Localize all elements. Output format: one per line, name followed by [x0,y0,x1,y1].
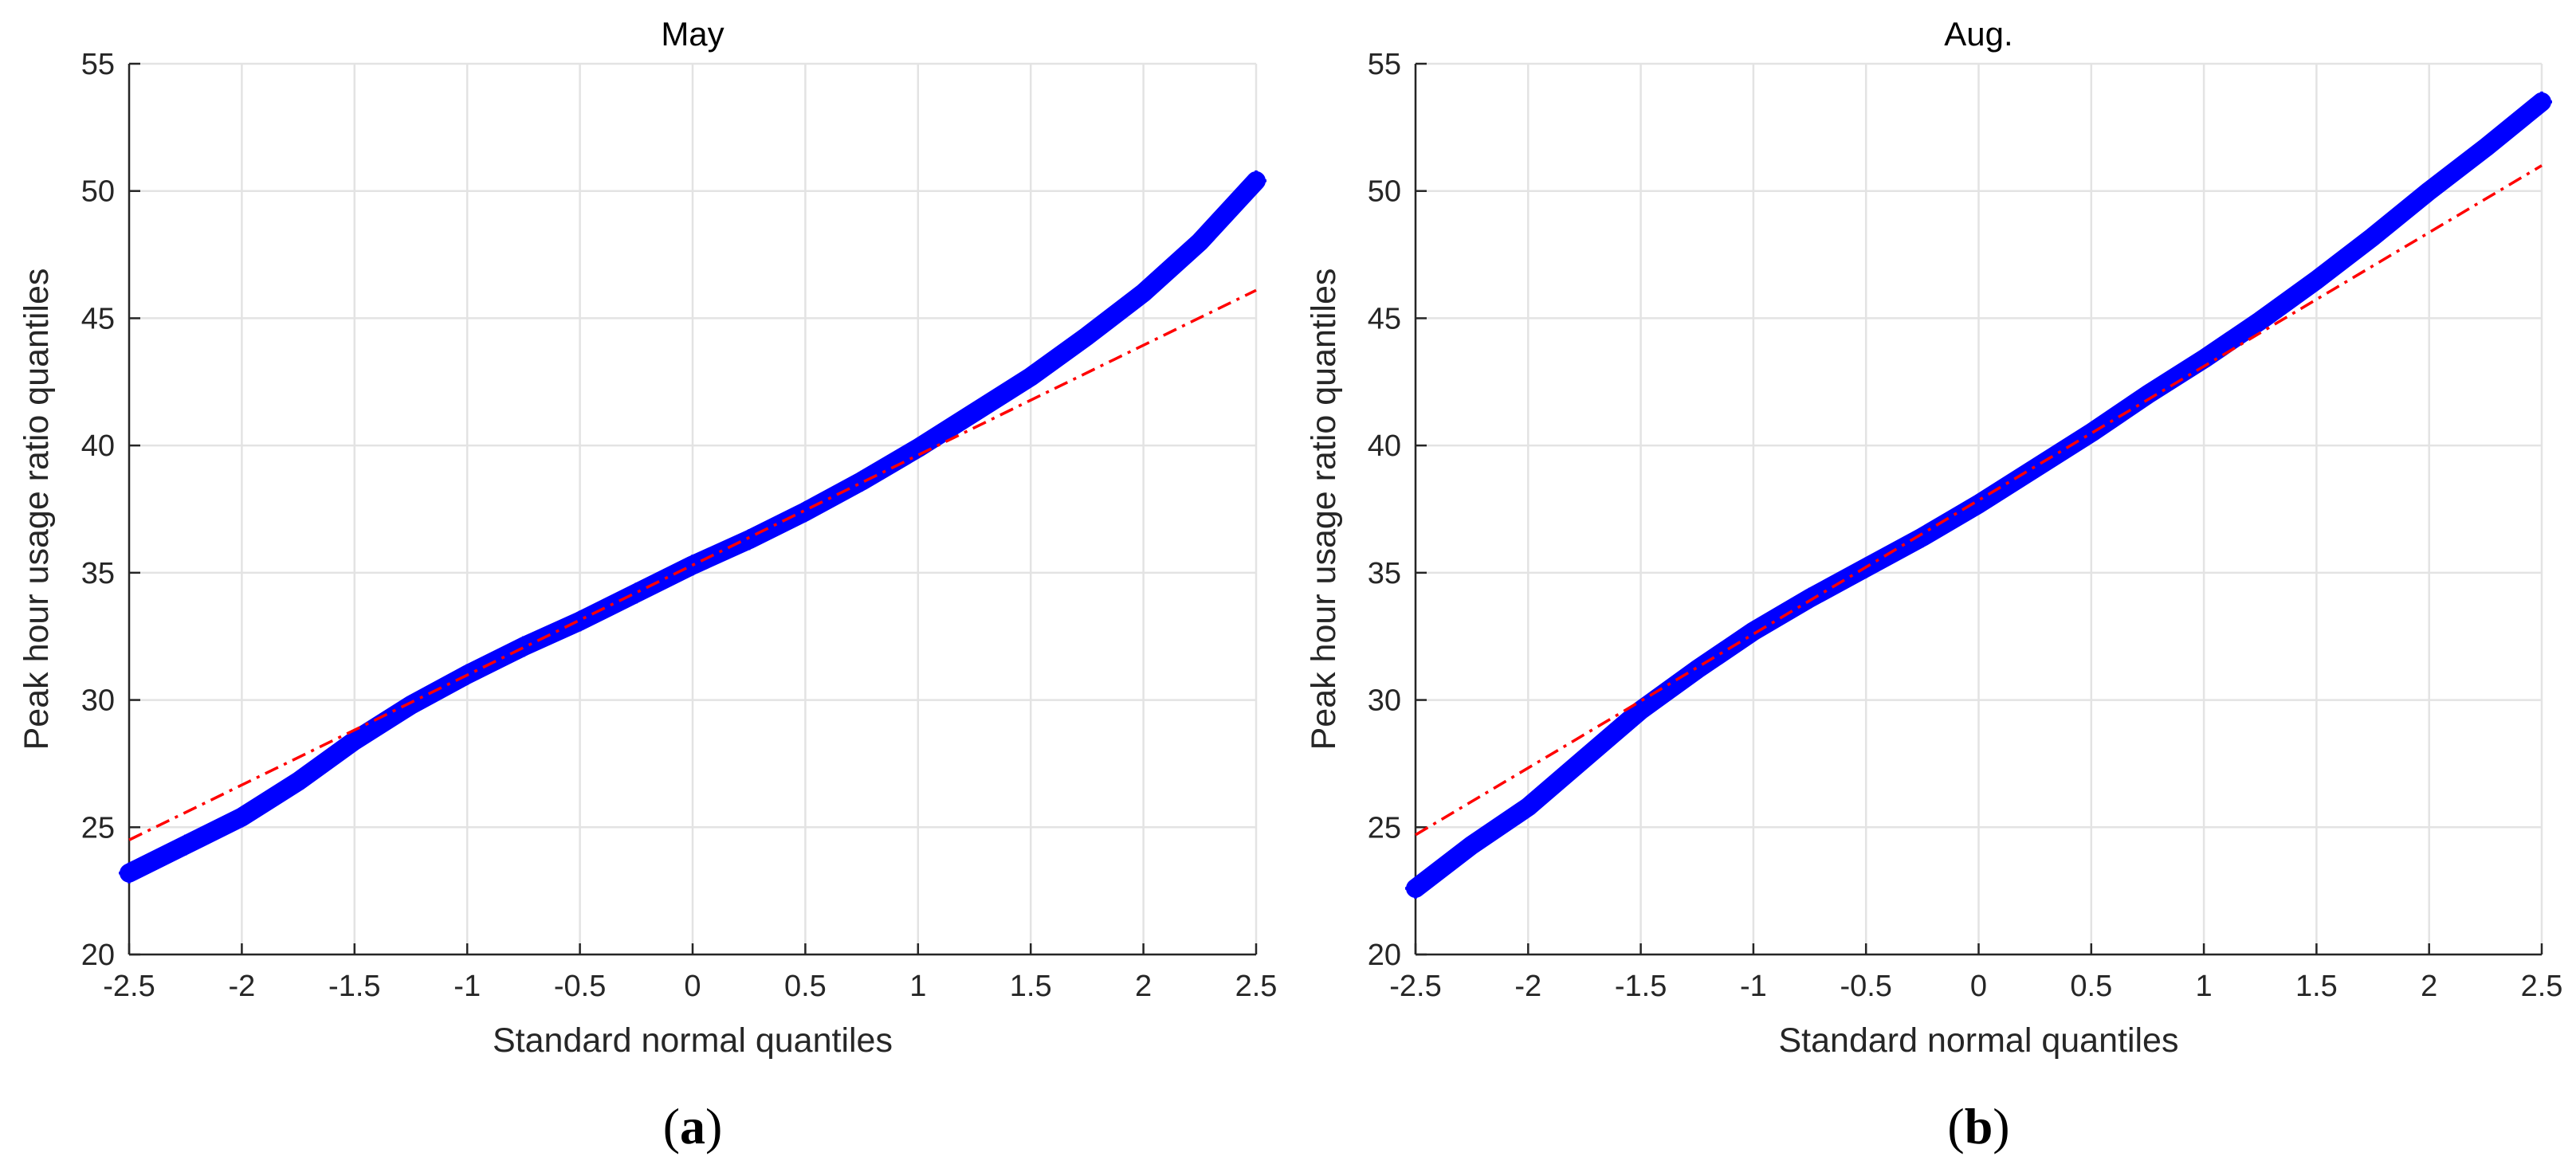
data-point-marker [344,730,365,751]
data-point-marker [175,834,196,856]
data-point-marker [795,501,816,523]
x-tick-label: 1 [909,970,926,1003]
data-point-marker [1020,366,1042,387]
y-axis-label: Peak hour usage ratio quantiles [18,269,56,751]
x-tick-label: -1 [454,970,481,1003]
data-point-marker [2475,137,2496,159]
x-tick-label: 2.5 [1235,970,1278,1003]
data-point-marker [231,806,253,828]
data-point-marker [2531,91,2552,112]
y-tick-label: 40 [81,429,115,463]
data-point-marker [2249,310,2271,331]
x-tick-label: -2 [229,970,256,1003]
data-point-marker [1405,877,1426,899]
data-point-marker [1133,282,1154,304]
data-point-marker [2362,226,2384,248]
data-point-marker [1246,170,1266,191]
x-tick-label: 2.5 [2521,970,2563,1003]
x-tick-label: 2 [1135,970,1152,1003]
data-point-marker [1630,700,1651,721]
data-point-marker [1076,325,1098,347]
y-tick-label: 30 [81,684,115,718]
data-point-marker [569,610,591,632]
x-axis-label: Standard normal quantiles [1779,1021,2179,1060]
x-tick-label: 2 [2421,970,2437,1003]
data-point-marker [907,437,929,459]
reference-line [1415,164,2543,837]
y-tick-label: 55 [81,48,115,81]
data-point-marker [1573,748,1595,770]
qq-plot-panel-b: -2.5 -2 -1.5 -1 -0.5 0 0.5 1 1.5 2 2.5 20 25 30 35 40 45… [1305,15,2562,1154]
x-tick-label: -1 [1740,970,1767,1003]
y-tick-label: 30 [1368,684,1401,718]
data-point-marker [851,470,873,492]
data-point-marker [2080,422,2102,444]
x-tick-label: 0 [684,970,701,1003]
panel-label: (a) [663,1098,723,1154]
y-tick-label: 35 [1368,557,1401,590]
panel-label: (b) [1947,1098,2009,1154]
panel-letter: a [680,1098,705,1154]
x-axis-label: Standard normal quantiles [493,1021,893,1060]
y-tick-label: 25 [81,811,115,845]
y-tick-label: 40 [1368,429,1401,463]
x-tick-label: -2.5 [1389,970,1441,1003]
y-tick-label: 55 [1368,48,1401,81]
data-point-marker [738,529,760,551]
reference-line [128,288,1257,841]
data-point-marker [1799,587,1820,609]
chart-title: May [661,15,724,53]
data-point-marker [2306,269,2327,291]
x-tick-label: 1.5 [1010,970,1052,1003]
x-tick-label: -1.5 [328,970,380,1003]
x-tick-label: -2.5 [103,970,155,1003]
data-point-marker [288,770,309,792]
data-point-marker [1687,659,1708,680]
x-tick-label: 1 [2196,970,2213,1003]
y-tick-label: 35 [81,557,115,590]
panel-letter: b [1965,1098,1993,1154]
y-tick-label: 50 [81,175,115,209]
x-tick-label: -2 [1514,970,1541,1003]
data-point-marker [1189,231,1211,253]
y-tick-label: 25 [1368,811,1401,845]
data-point-marker [2418,180,2440,202]
data-point-marker [512,636,534,657]
y-axis-label: Peak hour usage ratio quantiles [1305,269,1343,751]
y-tick-label: 45 [81,302,115,335]
x-tick-label: -0.5 [1840,970,1891,1003]
x-tick-label: 0.5 [784,970,827,1003]
chart-title: Aug. [1944,15,2012,53]
data-point-marker [2024,457,2046,479]
y-tick-label: 20 [1368,939,1401,972]
x-tick-label: 1.5 [2295,970,2338,1003]
data-point-marker [964,402,985,423]
qq-plot-panel-a: -2.5 -2 -1.5 -1 -0.5 0 0.5 1 1.5 2 2.5 20 25 30 35 40 45… [18,15,1277,1154]
x-tick-label: -0.5 [554,970,606,1003]
data-point-marker [626,582,647,604]
y-tick-label: 45 [1368,302,1401,335]
x-tick-label: 0.5 [2070,970,2112,1003]
data-point-marker [1461,834,1482,856]
y-tick-label: 50 [1368,175,1401,209]
data-point-marker [119,862,139,884]
data-point-marker [1518,796,1539,817]
x-tick-label: -1.5 [1615,970,1667,1003]
y-tick-label: 20 [81,939,115,972]
x-tick-label: 0 [1970,970,1987,1003]
